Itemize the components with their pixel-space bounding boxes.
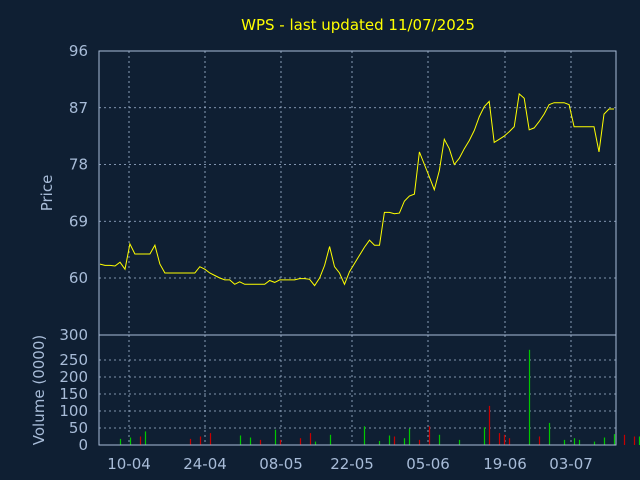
volume-axis-label: Volume (0000)	[30, 335, 48, 445]
volume-tick-label: 300	[59, 326, 88, 344]
price-panel: Price 96 87 78 69 60	[38, 42, 617, 336]
x-tick-label: 22-05	[330, 455, 374, 473]
volume-tick-label: 250	[59, 351, 88, 369]
price-tick-label: 87	[69, 99, 88, 117]
volume-tick-label: 100	[59, 402, 88, 420]
volume-frame	[98, 334, 617, 446]
volume-tick-label: 0	[78, 436, 88, 454]
x-tick-label: 05-06	[406, 455, 450, 473]
x-tick-label: 19-06	[483, 455, 527, 473]
chart-title: WPS - last updated 11/07/2025	[241, 16, 475, 34]
price-line	[99, 92, 614, 287]
x-tick-label: 10-04	[107, 455, 151, 473]
price-frame	[98, 50, 617, 336]
volume-tick-label: 150	[59, 385, 88, 403]
price-tick-label: 69	[69, 212, 88, 230]
price-tick-label: 96	[69, 42, 88, 60]
price-axis-label: Price	[38, 175, 56, 212]
x-tick-label: 08-05	[259, 455, 303, 473]
x-axis-labels: 10-04 24-04 08-05 22-05 05-06 19-06 03-07	[107, 455, 593, 473]
price-tick-label: 78	[69, 156, 88, 174]
price-tick-label: 60	[69, 269, 88, 287]
volume-tick-label: 50	[69, 419, 88, 437]
x-tick-label: 03-07	[549, 455, 593, 473]
volume-tick-label: 200	[59, 368, 88, 386]
x-tick-label: 24-04	[183, 455, 227, 473]
